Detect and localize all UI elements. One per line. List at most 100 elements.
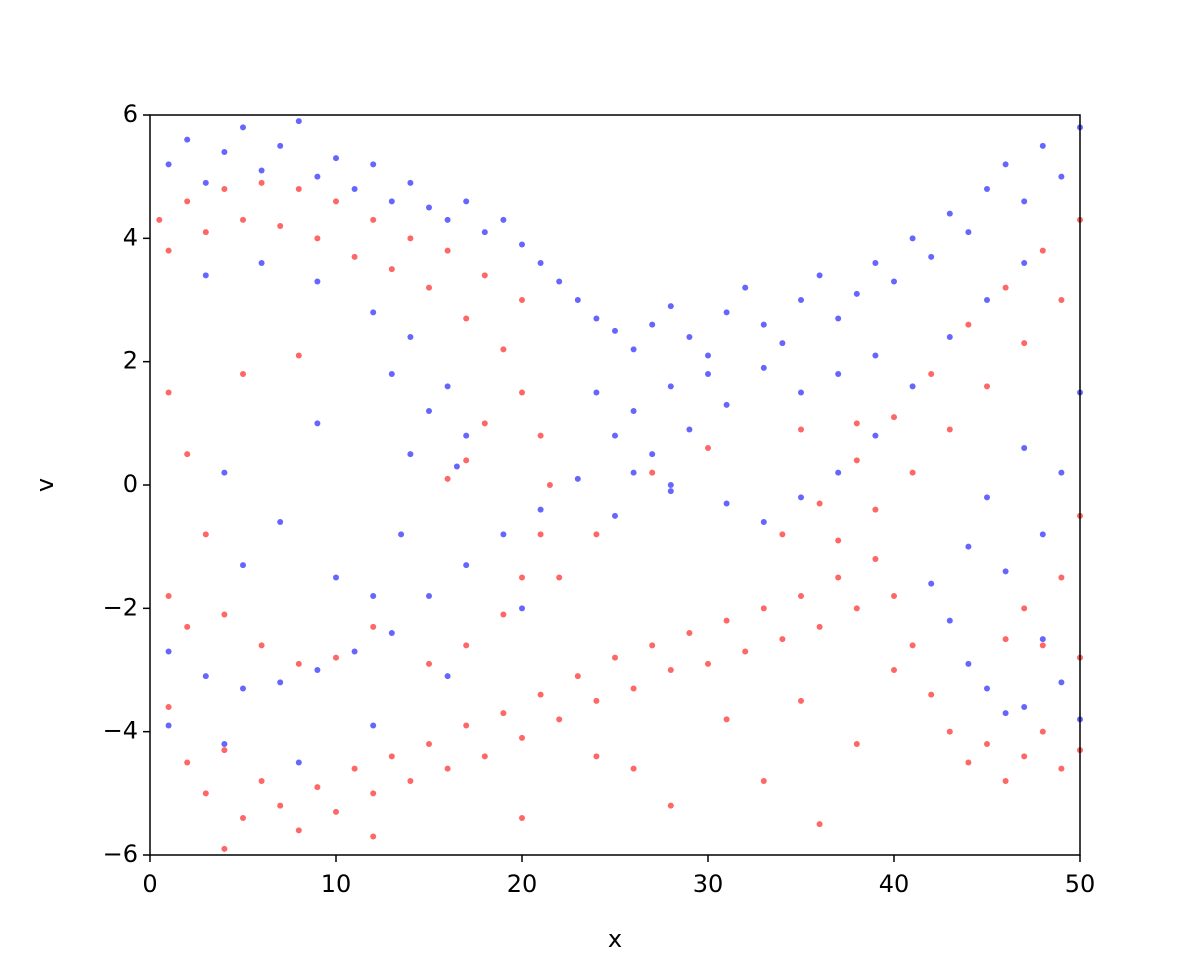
point: [705, 660, 711, 667]
point: [891, 414, 897, 421]
points-layer: [156, 118, 1083, 852]
y-tick-label: 2: [123, 347, 138, 375]
point: [835, 315, 842, 322]
point: [407, 778, 414, 784]
point: [1021, 605, 1028, 612]
point: [928, 371, 935, 377]
point: [314, 420, 321, 427]
point: [556, 278, 563, 285]
point: [426, 204, 432, 211]
point: [184, 451, 191, 458]
point: [444, 475, 451, 482]
point: [686, 334, 693, 340]
point: [165, 247, 172, 254]
point: [779, 340, 786, 347]
point: [388, 753, 395, 760]
point: [816, 623, 823, 630]
point: [667, 383, 674, 390]
point: [872, 352, 879, 359]
point: [835, 574, 842, 581]
point: [333, 574, 339, 581]
point: [202, 531, 209, 538]
point: [314, 173, 321, 180]
point: [630, 408, 637, 414]
point: [667, 482, 674, 488]
point: [370, 722, 377, 729]
point: [370, 833, 377, 840]
point: [630, 469, 637, 476]
point: [1002, 636, 1009, 643]
point: [444, 216, 451, 223]
point: [593, 531, 600, 538]
point: [426, 660, 432, 667]
point: [333, 198, 339, 205]
point: [388, 266, 395, 273]
point: [184, 623, 191, 630]
point: [1002, 284, 1009, 291]
point: [156, 216, 163, 223]
point: [295, 186, 302, 192]
point: [1039, 728, 1046, 735]
point: [314, 278, 321, 285]
point: [965, 543, 972, 550]
point: [593, 315, 600, 322]
point: [184, 136, 191, 143]
point: [872, 260, 879, 266]
point: [723, 309, 730, 316]
point: [351, 765, 358, 772]
point: [277, 223, 284, 229]
y-tick-label: 6: [123, 100, 138, 128]
point: [165, 648, 172, 655]
y-axis-label: v: [31, 478, 59, 492]
point: [258, 778, 265, 784]
point: [388, 630, 395, 636]
point: [444, 673, 451, 680]
point: [853, 290, 860, 297]
point: [314, 667, 321, 673]
point: [370, 593, 377, 599]
point: [295, 759, 302, 766]
point: [351, 253, 358, 260]
point: [426, 408, 432, 414]
point: [1021, 445, 1028, 451]
point: [463, 562, 470, 569]
point: [649, 469, 656, 476]
point: [370, 216, 377, 223]
point: [1058, 173, 1065, 180]
point: [546, 482, 553, 488]
point: [258, 167, 265, 174]
point: [481, 753, 488, 760]
point: [984, 494, 990, 501]
point: [407, 235, 414, 242]
point: [500, 710, 507, 717]
point: [407, 334, 414, 340]
point: [519, 574, 525, 581]
point: [202, 673, 209, 680]
point: [946, 426, 953, 433]
point: [184, 759, 191, 766]
point: [481, 420, 488, 427]
point: [909, 383, 916, 390]
point: [407, 179, 414, 186]
point: [240, 124, 246, 131]
point: [481, 272, 488, 279]
x-tick-label: 10: [321, 870, 352, 898]
point: [593, 389, 600, 396]
point: [202, 229, 209, 236]
point: [984, 186, 990, 192]
point: [872, 432, 879, 439]
point: [221, 149, 228, 155]
point: [667, 303, 674, 310]
point: [928, 253, 935, 260]
point: [612, 512, 618, 519]
point: [537, 260, 544, 266]
point: [667, 667, 674, 673]
point: [1002, 568, 1009, 575]
point: [202, 272, 209, 279]
point: [444, 765, 451, 772]
point: [965, 229, 972, 236]
point: [333, 155, 339, 162]
point: [258, 642, 265, 649]
point: [240, 216, 246, 223]
